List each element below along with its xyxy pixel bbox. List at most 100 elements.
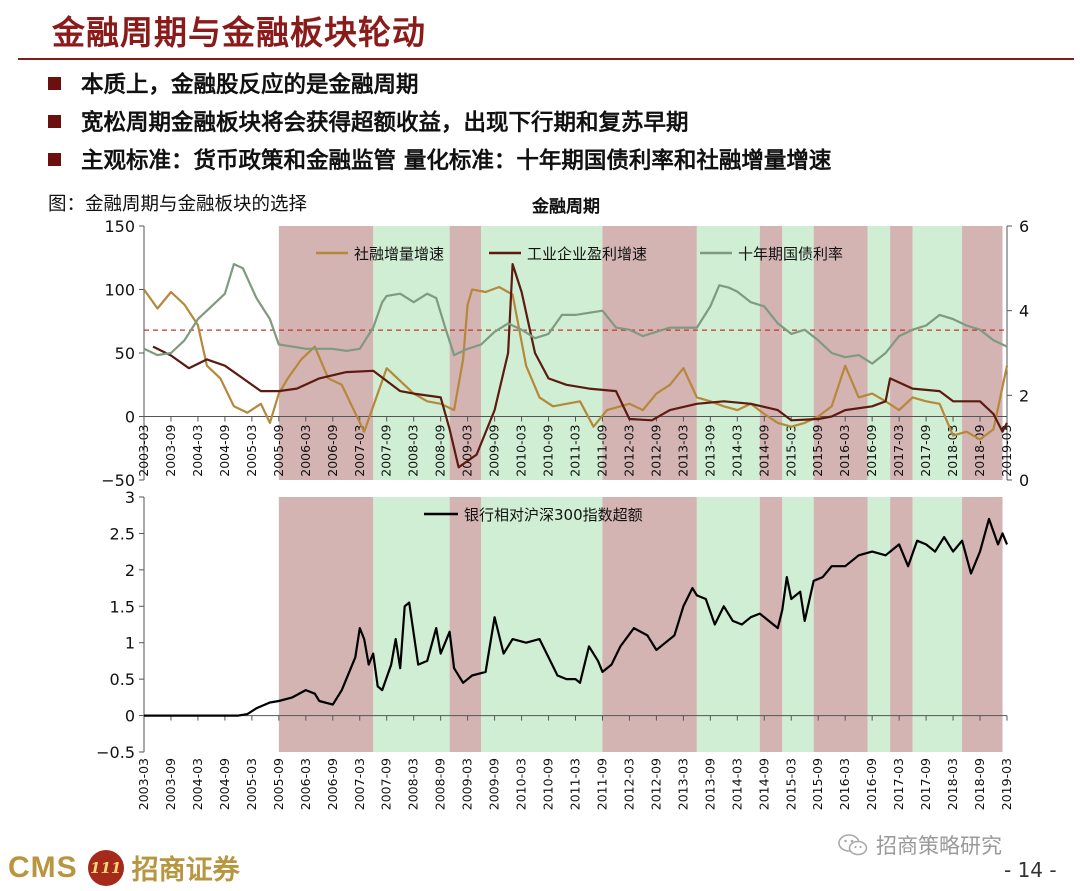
x-tick-label: 2004-09 xyxy=(217,424,232,476)
x-tick-label: 2006-03 xyxy=(298,758,313,810)
x-tick-label: 2015-03 xyxy=(783,758,798,810)
x-tick-label: 2008-03 xyxy=(406,758,421,810)
y-tick-label: 1.5 xyxy=(110,597,135,616)
x-tick-label: 2010-03 xyxy=(514,758,529,810)
x-tick-label: 2016-03 xyxy=(837,758,852,810)
x-tick-label: 2011-09 xyxy=(594,424,609,476)
x-tick-label: 2007-03 xyxy=(352,758,367,810)
tightening-period-region xyxy=(449,226,482,480)
bullet-square-icon xyxy=(48,114,61,128)
bottom-shaded-regions xyxy=(278,497,1003,752)
easing-period-region xyxy=(481,497,603,752)
y-left-tick-label: 50 xyxy=(115,344,135,363)
x-tick-label: 2012-09 xyxy=(648,758,663,810)
easing-period-region xyxy=(373,226,450,480)
easing-period-region xyxy=(696,497,760,752)
x-tick-label: 2016-09 xyxy=(864,424,879,476)
page-number: - 14 - xyxy=(1004,858,1057,882)
top-series-lines xyxy=(143,263,1009,469)
watermark-text: 招商策略研究 xyxy=(876,834,1002,858)
bullet-square-icon xyxy=(48,76,61,90)
x-tick-label: 2017-09 xyxy=(918,758,933,810)
legend-label: 工业企业盈利增速 xyxy=(527,245,647,263)
tightening-period-region xyxy=(890,497,913,752)
wechat-watermark: 招商策略研究 xyxy=(838,830,1002,860)
legend-label: 社融增量增速 xyxy=(354,245,444,263)
easing-period-region xyxy=(696,226,760,480)
x-tick-label: 2015-09 xyxy=(810,424,825,476)
bullet-item: 本质上，金融股反应的是金融周期 xyxy=(48,64,831,102)
x-tick-label: 2010-09 xyxy=(541,758,556,810)
y-left-tick-label: 150 xyxy=(104,217,135,236)
logo-text-cn: 招商证券 xyxy=(131,855,240,886)
x-tick-label: 2014-09 xyxy=(756,424,771,476)
legend-label: 十年期国债利率 xyxy=(738,245,843,263)
bullet-text: 本质上，金融股反应的是金融周期 xyxy=(81,72,419,98)
x-tick-label: 2018-09 xyxy=(972,424,987,476)
bullet-square-icon xyxy=(48,152,61,166)
bullet-item: 主观标准：货币政策和金融监管 量化标准：十年期国债利率和社融增量增速 xyxy=(48,140,831,178)
chart-title: 金融周期 xyxy=(531,196,600,217)
top-axes: −50 0 50 100 150 0 2 4 6 2003-03 2003-09 2004-03 200… xyxy=(101,217,1029,490)
title-divider xyxy=(18,58,1074,60)
x-tick-label: 2003-09 xyxy=(163,424,178,476)
figure-caption: 图：金融周期与金融板块的选择 xyxy=(48,194,308,215)
x-tick-label: 2007-09 xyxy=(379,424,394,476)
easing-period-region xyxy=(912,497,963,752)
x-tick-label: 2008-09 xyxy=(433,424,448,476)
tightening-period-region xyxy=(278,226,374,480)
x-tick-label: 2013-03 xyxy=(675,758,690,810)
x-tick-label: 2013-03 xyxy=(675,425,690,477)
tightening-period-region xyxy=(759,497,783,752)
x-tick-label: 2014-09 xyxy=(756,758,771,810)
x-tick-label: 2009-09 xyxy=(487,758,502,810)
logo-text-en: CMS xyxy=(8,850,78,884)
x-tick-label: 2012-03 xyxy=(621,758,636,810)
x-tick-label: 2013-09 xyxy=(702,424,717,476)
legend-label: 银行相对沪深300指数超额 xyxy=(464,506,643,524)
x-tick-label: 2005-09 xyxy=(271,758,286,810)
y-right-tick-label: 2 xyxy=(1019,386,1029,405)
x-tick-label: 2010-09 xyxy=(541,424,556,476)
x-tick-label: 2012-09 xyxy=(648,424,663,476)
series-line-1 xyxy=(143,285,1009,441)
y-tick-label: −0.5 xyxy=(96,743,135,762)
bullet-list: 本质上，金融股反应的是金融周期 宽松周期金融板块将会获得超额收益，出现下行期和复… xyxy=(48,64,831,178)
x-tick-label: 2007-09 xyxy=(379,758,394,810)
x-tick-label: 2008-09 xyxy=(433,758,448,810)
x-tick-label: 2014-03 xyxy=(729,758,744,810)
x-tick-label: 2011-03 xyxy=(568,758,583,810)
y-right-tick-label: 4 xyxy=(1019,302,1029,321)
y-right-tick-label: 6 xyxy=(1019,217,1029,236)
y-left-tick-label: 0 xyxy=(125,408,135,427)
y-left-tick-label: −50 xyxy=(101,471,135,490)
bank-excess-line xyxy=(144,517,1009,717)
tightening-period-region xyxy=(962,497,1003,752)
easing-period-region xyxy=(782,497,814,752)
x-tick-label: 2003-03 xyxy=(136,425,151,477)
y-tick-label: 3 xyxy=(125,488,135,507)
x-tick-label: 2016-03 xyxy=(837,425,852,477)
y-tick-label: 1 xyxy=(125,634,135,653)
x-tick-label: 2006-09 xyxy=(325,758,340,810)
x-tick-label: 2007-03 xyxy=(352,425,367,477)
series-line-2 xyxy=(152,263,1008,469)
bottom-series-lines xyxy=(144,517,1009,717)
y-tick-label: 2 xyxy=(125,561,135,580)
x-tick-label: 2009-03 xyxy=(460,425,475,477)
easing-period-region xyxy=(867,497,891,752)
bullet-item: 宽松周期金融板块将会获得超额收益，出现下行期和复苏早期 xyxy=(48,102,831,140)
x-tick-label: 2017-03 xyxy=(891,425,906,477)
x-tick-label: 2011-03 xyxy=(568,425,583,477)
tightening-period-region xyxy=(602,226,697,480)
y-tick-label: 0.5 xyxy=(110,670,135,689)
tightening-period-region xyxy=(449,497,482,752)
x-tick-label: 2009-09 xyxy=(487,424,502,476)
cms-logo: CMS 111 招商证券 xyxy=(8,848,240,887)
slide-title: 金融周期与金融板块轮动 xyxy=(52,13,426,52)
x-tick-label: 2013-09 xyxy=(702,758,717,810)
top-shaded-regions xyxy=(278,226,1003,480)
tightening-period-region xyxy=(278,497,374,752)
